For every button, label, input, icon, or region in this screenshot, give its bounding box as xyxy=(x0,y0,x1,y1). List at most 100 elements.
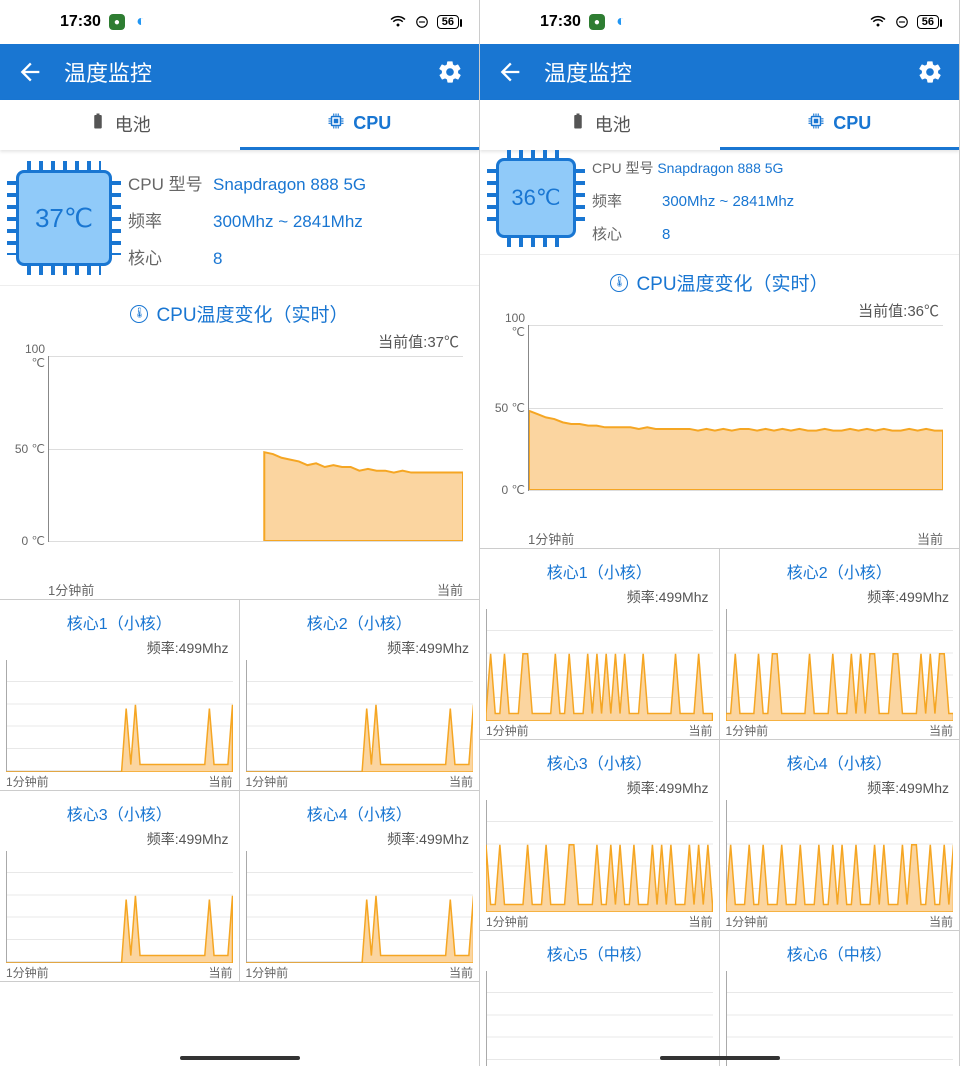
tab-battery-label: 电池 xyxy=(595,111,631,137)
chip-temp: 36℃ xyxy=(511,185,560,211)
overline-model: CPU 型号 Snapdragon 888 5G xyxy=(592,158,794,178)
core-cell: 核心4（小核）频率:499Mhz 1分钟前当前 xyxy=(720,740,960,931)
label-cores: 核心 xyxy=(128,244,203,269)
cpu-icon xyxy=(327,112,345,135)
status-app-icon: ● xyxy=(589,14,605,30)
app-bar: 温度监控 xyxy=(0,44,479,100)
cpu-info-card: 36℃ CPU 型号 Snapdragon 888 5G 频率 300Mhz ~ … xyxy=(480,150,959,255)
core-chart: 1分钟前当前 xyxy=(726,971,954,1066)
label-model: CPU 型号 xyxy=(128,170,203,195)
status-sync-icon: ◐ xyxy=(133,14,149,30)
status-bar: 17:30 ● ◐ 56 xyxy=(0,0,479,44)
core-xaxis: 1分钟前当前 xyxy=(486,720,713,739)
back-button[interactable] xyxy=(16,58,44,86)
core-title: 核心5（中核） xyxy=(486,937,713,969)
settings-button[interactable] xyxy=(437,59,463,85)
chip-badge: 36℃ xyxy=(496,158,576,238)
temp-chart: 0 ℃50 ℃100 ℃ xyxy=(0,356,479,576)
core-chart: 1分钟前当前 xyxy=(726,800,954,930)
label-freq: 频率 xyxy=(128,207,203,232)
status-battery: 56 xyxy=(437,15,459,29)
current-value: 当前值:36℃ xyxy=(480,300,959,325)
tab-cpu-label: CPU xyxy=(353,113,391,134)
label-cores: 核心 xyxy=(592,223,652,244)
thermometer-icon: 🌡 xyxy=(130,305,148,323)
core-freq: 频率:499Mhz xyxy=(6,638,233,658)
value-cores: 8 xyxy=(213,249,222,269)
page-title: 温度监控 xyxy=(544,56,917,88)
core-chart: 1分钟前当前 xyxy=(486,971,713,1066)
core-xaxis: 1分钟前当前 xyxy=(6,962,233,981)
right-pane: 17:30 ● ◐ 56 温度监控 电池 CPU 36℃ xyxy=(480,0,960,1066)
core-title: 核心1（小核） xyxy=(486,555,713,587)
core-cell: 核心1（小核）频率:499Mhz 1分钟前当前 xyxy=(0,600,240,791)
do-not-disturb-icon xyxy=(413,13,431,31)
left-pane: 17:30 ● ◐ 56 温度监控 电池 CPU 37℃ xyxy=(0,0,480,1066)
home-indicator xyxy=(660,1056,780,1060)
value-freq: 300Mhz ~ 2841Mhz xyxy=(662,193,794,210)
tab-cpu[interactable]: CPU xyxy=(720,100,960,150)
core-title: 核心2（小核） xyxy=(726,555,954,587)
core-chart: 1分钟前当前 xyxy=(486,609,713,739)
value-freq: 300Mhz ~ 2841Mhz xyxy=(213,212,363,232)
current-value: 当前值:37℃ xyxy=(0,331,479,356)
tab-battery[interactable]: 电池 xyxy=(0,100,240,150)
settings-button[interactable] xyxy=(917,59,943,85)
temp-chart: 0 ℃50 ℃100 ℃ xyxy=(480,325,959,525)
temp-chart-xaxis: 1分钟前 当前 xyxy=(480,525,959,548)
value-cores: 8 xyxy=(662,226,670,243)
core-title: 核心4（小核） xyxy=(246,797,474,829)
core-title: 核心1（小核） xyxy=(6,606,233,638)
value-model: Snapdragon 888 5G xyxy=(213,175,366,195)
temp-section-title: 🌡 CPU温度变化（实时） xyxy=(480,255,959,300)
content: 37℃ CPU 型号 Snapdragon 888 5G 频率 300Mhz ~ 2… xyxy=(0,150,479,1066)
do-not-disturb-icon xyxy=(893,13,911,31)
core-freq: 频率:499Mhz xyxy=(486,587,713,607)
core-cell: 核心2（小核）频率:499Mhz 1分钟前当前 xyxy=(720,549,960,740)
status-time: 17:30 xyxy=(540,13,581,31)
chip-badge: 37℃ xyxy=(16,170,112,266)
tab-battery-label: 电池 xyxy=(115,111,151,137)
core-cell: 核心3（小核）频率:499Mhz1分钟前当前 xyxy=(0,791,240,982)
tab-battery[interactable]: 电池 xyxy=(480,100,720,150)
tabs: 电池 CPU xyxy=(480,100,959,150)
content: 36℃ CPU 型号 Snapdragon 888 5G 频率 300Mhz ~ … xyxy=(480,150,959,1066)
core-chart: 1分钟前当前 xyxy=(246,660,474,790)
tab-cpu[interactable]: CPU xyxy=(240,100,480,150)
thermometer-icon: 🌡 xyxy=(610,274,628,292)
wifi-icon xyxy=(869,13,887,31)
cores-grid: 核心1（小核）频率:499Mhz1分钟前当前核心2（小核）频率:499Mhz1分… xyxy=(480,548,959,1066)
core-freq: 频率:499Mhz xyxy=(246,638,474,658)
status-app-icon: ● xyxy=(109,14,125,30)
cores-grid: 核心1（小核）频率:499Mhz1分钟前当前核心2（小核）频率:499Mhz1分… xyxy=(0,599,479,982)
core-xaxis: 1分钟前当前 xyxy=(246,962,474,981)
app-bar: 温度监控 xyxy=(480,44,959,100)
back-button[interactable] xyxy=(496,58,524,86)
battery-icon xyxy=(89,112,107,135)
cpu-info-card: 37℃ CPU 型号 Snapdragon 888 5G 频率 300Mhz ~ 2… xyxy=(0,150,479,286)
core-freq: 频率:499Mhz xyxy=(726,778,954,798)
battery-icon xyxy=(569,112,587,135)
core-freq: 频率:499Mhz xyxy=(486,778,713,798)
core-xaxis: 1分钟前当前 xyxy=(726,911,954,930)
wifi-icon xyxy=(389,13,407,31)
core-chart: 1分钟前当前 xyxy=(246,851,474,981)
core-xaxis: 1分钟前当前 xyxy=(726,720,954,739)
core-xaxis: 1分钟前当前 xyxy=(6,771,233,790)
core-xaxis: 1分钟前当前 xyxy=(486,911,713,930)
core-title: 核心2（小核） xyxy=(246,606,474,638)
core-chart: 1分钟前当前 xyxy=(6,851,233,981)
temp-section-title: 🌡 CPU温度变化（实时） xyxy=(0,286,479,331)
core-cell: 核心2（小核）频率:499Mhz 1分钟前当前 xyxy=(240,600,480,791)
status-sync-icon: ◐ xyxy=(613,14,629,30)
tabs: 电池 CPU xyxy=(0,100,479,150)
core-xaxis: 1分钟前当前 xyxy=(246,771,474,790)
core-freq: 频率:499Mhz xyxy=(726,587,954,607)
cpu-icon xyxy=(807,112,825,135)
core-cell: 核心4（小核）频率:499Mhz1分钟前当前 xyxy=(240,791,480,982)
core-title: 核心4（小核） xyxy=(726,746,954,778)
page-title: 温度监控 xyxy=(64,56,437,88)
label-freq: 频率 xyxy=(592,190,652,211)
home-indicator xyxy=(180,1056,300,1060)
core-title: 核心3（小核） xyxy=(486,746,713,778)
